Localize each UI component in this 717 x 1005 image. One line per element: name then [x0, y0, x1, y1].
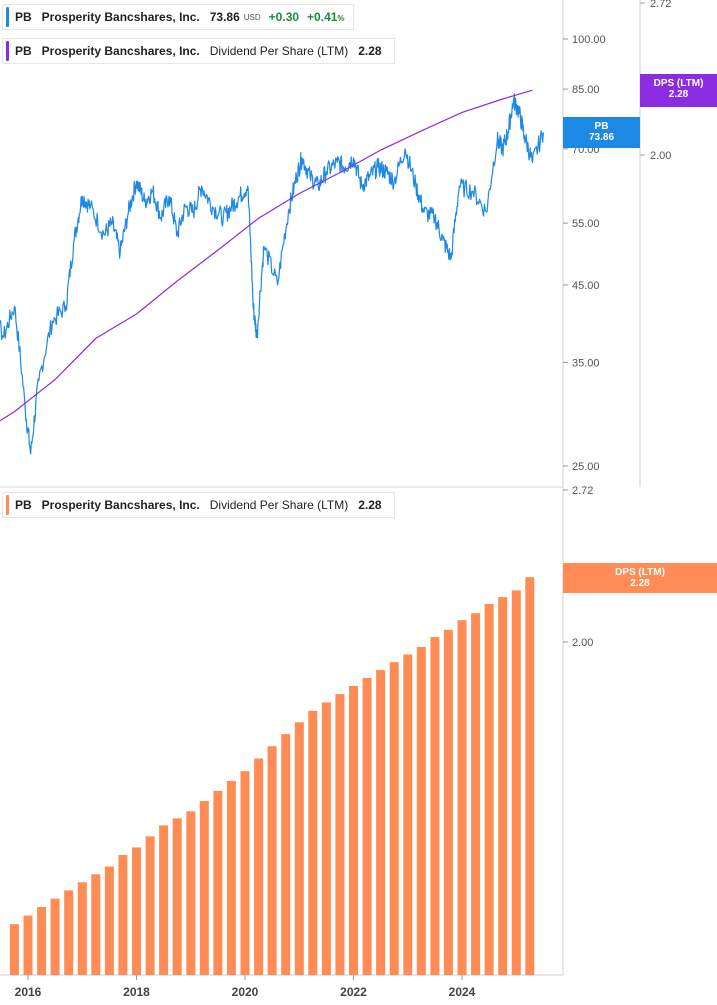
price-tick-label: 45.00: [572, 280, 600, 292]
x-tick-label: 2022: [340, 985, 367, 999]
dps-bar: [457, 620, 467, 975]
dps-bar: [389, 662, 399, 975]
dps-bottom-last-tag: DPS (LTM) 2.28: [563, 563, 717, 593]
dps-bar: [511, 590, 521, 975]
dps-bar: [37, 907, 47, 975]
dps-bar: [471, 613, 481, 975]
dps-bar: [403, 654, 413, 975]
dps-bar: [498, 597, 508, 975]
dps-bar: [376, 670, 386, 975]
dps-bar-series: [9, 577, 535, 975]
dps-top-last-tag: DPS (LTM) 2.28: [640, 74, 717, 107]
dps-bar: [64, 890, 74, 975]
dps-bar: [443, 629, 453, 975]
legend-dps-top[interactable]: PB Prosperity Bancshares, Inc. Dividend …: [2, 38, 395, 64]
price-tick-label: 100.00: [572, 34, 606, 46]
price-last-tag: PB 73.86: [563, 117, 640, 148]
price-tick-label: 85.00: [572, 84, 600, 96]
dps-bar: [349, 685, 358, 975]
x-tick-label: 2020: [232, 985, 259, 999]
dps-tick-label: 2.72: [650, 0, 671, 10]
dps-bar: [281, 734, 291, 975]
dps-bar: [430, 637, 440, 975]
dps-bar: [91, 874, 101, 975]
dps-bar: [335, 694, 345, 975]
legend-dps-bottom[interactable]: PB Prosperity Bancshares, Inc. Dividend …: [2, 492, 395, 518]
dps-axis-bottom: 2.72 2.00: [563, 485, 593, 649]
legend-ticker: PB: [15, 498, 32, 512]
x-tick-label: 2018: [123, 985, 150, 999]
dps-line: [0, 89, 533, 422]
dps-bar: [172, 818, 182, 975]
dps-bar: [145, 836, 155, 975]
dps-bar: [416, 647, 426, 975]
price-tick-label: 25.00: [572, 461, 600, 473]
dps-bar: [118, 855, 128, 975]
dps-bottom-tick-label: 2.72: [572, 485, 593, 497]
legend-change-pct: +0.41%: [307, 10, 345, 24]
dps-bar: [308, 710, 318, 975]
dps-bar: [77, 882, 87, 975]
dps-bar: [159, 825, 169, 975]
dps-bar: [321, 702, 331, 975]
legend-last-price: 73.86: [209, 10, 240, 24]
price-tick-label: 55.00: [572, 218, 600, 230]
legend-change: +0.30: [268, 10, 300, 24]
legend-metric: Dividend Per Share (LTM): [209, 44, 349, 58]
x-tick-label: 2024: [449, 985, 476, 999]
dps-bar: [186, 811, 196, 975]
legend-value: 2.28: [358, 44, 382, 58]
legend-company-name: Prosperity Bancshares, Inc.: [41, 498, 200, 512]
dps-bar: [9, 924, 19, 975]
price-line: [0, 93, 544, 455]
dps-bar: [240, 771, 250, 975]
legend-ticker: PB: [15, 44, 32, 58]
dps-bar: [104, 866, 114, 975]
dps-bar: [484, 604, 494, 975]
dps-bar: [23, 915, 33, 975]
dps-bar: [294, 722, 304, 975]
series-color-swatch: [6, 7, 9, 27]
dps-bar: [226, 780, 236, 975]
series-color-swatch: [6, 495, 9, 515]
x-tick-label: 2016: [15, 985, 42, 999]
dps-bar: [213, 790, 223, 975]
x-axis: 2016 2018 2020 2022 2024: [15, 975, 476, 999]
legend-ticker: PB: [15, 10, 32, 24]
legend-company-name: Prosperity Bancshares, Inc.: [41, 10, 200, 24]
legend-value: 2.28: [358, 498, 382, 512]
price-tick-label: 35.00: [572, 357, 600, 369]
legend-currency: USD: [243, 12, 261, 22]
dps-bottom-tick-label: 2.00: [572, 637, 593, 649]
dps-bar: [525, 577, 535, 975]
dps-bar: [132, 847, 141, 975]
dps-bar: [50, 898, 60, 975]
dps-bar: [267, 746, 277, 975]
dps-bar: [199, 801, 209, 975]
legend-price[interactable]: PB Prosperity Bancshares, Inc. 73.86 USD…: [2, 4, 354, 30]
dps-bar: [254, 758, 264, 975]
legend-metric: Dividend Per Share (LTM): [209, 498, 349, 512]
series-color-swatch: [6, 41, 9, 61]
dps-bar: [362, 677, 372, 975]
dps-tick-label: 2.00: [650, 150, 671, 162]
legend-company-name: Prosperity Bancshares, Inc.: [41, 44, 200, 58]
dps-axis-top: 2.72 2.00: [640, 0, 671, 162]
